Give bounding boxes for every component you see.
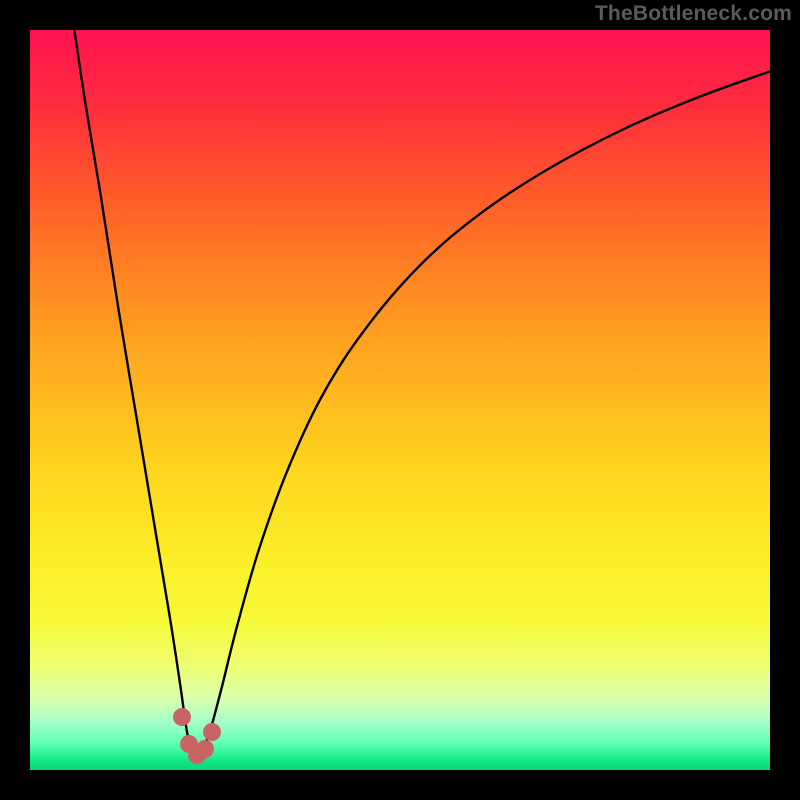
watermark-text: TheBottleneck.com bbox=[595, 2, 792, 26]
plot-area bbox=[30, 30, 770, 770]
curve-marker bbox=[196, 740, 214, 758]
curve-marker bbox=[173, 708, 191, 726]
chart-frame: TheBottleneck.com bbox=[0, 0, 800, 800]
bottleneck-curve bbox=[30, 30, 770, 770]
curve-marker bbox=[203, 723, 221, 741]
